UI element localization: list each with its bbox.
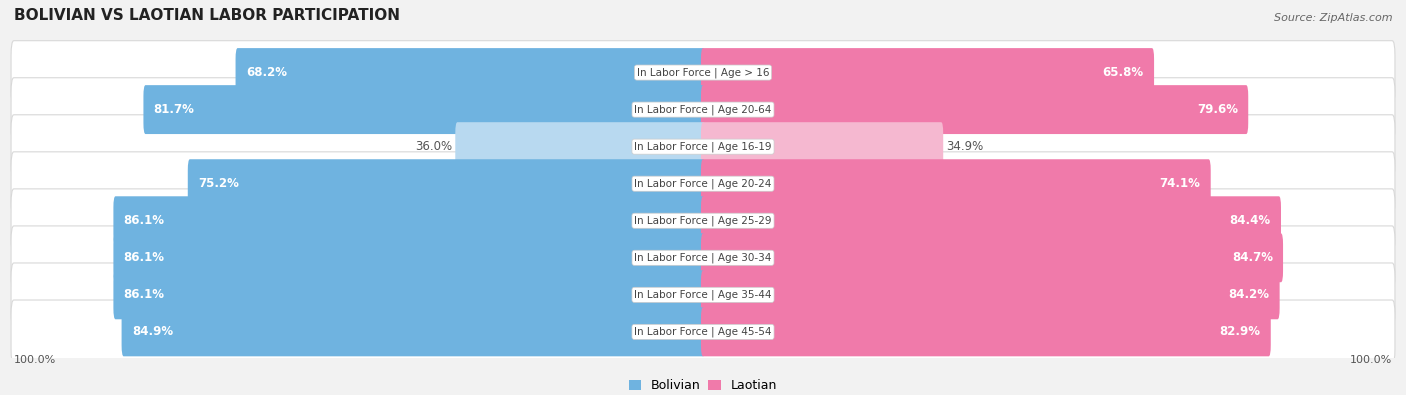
Text: 68.2%: 68.2% xyxy=(246,66,287,79)
Text: In Labor Force | Age 35-44: In Labor Force | Age 35-44 xyxy=(634,290,772,300)
FancyBboxPatch shape xyxy=(121,307,704,356)
Text: In Labor Force | Age 16-19: In Labor Force | Age 16-19 xyxy=(634,141,772,152)
FancyBboxPatch shape xyxy=(11,263,1395,327)
FancyBboxPatch shape xyxy=(702,196,1281,245)
FancyBboxPatch shape xyxy=(702,85,1249,134)
FancyBboxPatch shape xyxy=(11,300,1395,364)
FancyBboxPatch shape xyxy=(236,48,704,97)
Text: 75.2%: 75.2% xyxy=(198,177,239,190)
Text: 34.9%: 34.9% xyxy=(946,140,984,153)
Text: In Labor Force | Age > 16: In Labor Force | Age > 16 xyxy=(637,67,769,78)
FancyBboxPatch shape xyxy=(11,226,1395,290)
FancyBboxPatch shape xyxy=(11,41,1395,104)
Text: 84.2%: 84.2% xyxy=(1229,288,1270,301)
FancyBboxPatch shape xyxy=(702,233,1284,282)
Text: 86.1%: 86.1% xyxy=(124,288,165,301)
FancyBboxPatch shape xyxy=(456,122,704,171)
Text: 36.0%: 36.0% xyxy=(415,140,451,153)
FancyBboxPatch shape xyxy=(702,122,943,171)
Text: 65.8%: 65.8% xyxy=(1102,66,1144,79)
FancyBboxPatch shape xyxy=(11,152,1395,216)
Text: 82.9%: 82.9% xyxy=(1219,325,1261,339)
FancyBboxPatch shape xyxy=(702,271,1279,319)
Text: In Labor Force | Age 45-54: In Labor Force | Age 45-54 xyxy=(634,327,772,337)
FancyBboxPatch shape xyxy=(702,159,1211,208)
Text: Source: ZipAtlas.com: Source: ZipAtlas.com xyxy=(1274,13,1392,23)
Text: In Labor Force | Age 30-34: In Labor Force | Age 30-34 xyxy=(634,252,772,263)
Text: In Labor Force | Age 25-29: In Labor Force | Age 25-29 xyxy=(634,216,772,226)
FancyBboxPatch shape xyxy=(188,159,704,208)
FancyBboxPatch shape xyxy=(11,189,1395,252)
Text: 84.9%: 84.9% xyxy=(132,325,173,339)
Text: 74.1%: 74.1% xyxy=(1160,177,1201,190)
FancyBboxPatch shape xyxy=(114,196,704,245)
Text: In Labor Force | Age 20-64: In Labor Force | Age 20-64 xyxy=(634,104,772,115)
Text: 100.0%: 100.0% xyxy=(1350,355,1392,365)
FancyBboxPatch shape xyxy=(114,271,704,319)
Text: 81.7%: 81.7% xyxy=(153,103,194,116)
FancyBboxPatch shape xyxy=(143,85,704,134)
Text: 84.7%: 84.7% xyxy=(1232,251,1272,264)
FancyBboxPatch shape xyxy=(11,115,1395,179)
Text: 86.1%: 86.1% xyxy=(124,251,165,264)
FancyBboxPatch shape xyxy=(114,233,704,282)
FancyBboxPatch shape xyxy=(11,78,1395,141)
Text: 100.0%: 100.0% xyxy=(14,355,56,365)
Text: 86.1%: 86.1% xyxy=(124,214,165,227)
Text: 84.4%: 84.4% xyxy=(1230,214,1271,227)
Text: BOLIVIAN VS LAOTIAN LABOR PARTICIPATION: BOLIVIAN VS LAOTIAN LABOR PARTICIPATION xyxy=(14,8,399,23)
FancyBboxPatch shape xyxy=(702,48,1154,97)
Legend: Bolivian, Laotian: Bolivian, Laotian xyxy=(628,380,778,393)
Text: In Labor Force | Age 20-24: In Labor Force | Age 20-24 xyxy=(634,179,772,189)
Text: 79.6%: 79.6% xyxy=(1197,103,1239,116)
FancyBboxPatch shape xyxy=(702,307,1271,356)
